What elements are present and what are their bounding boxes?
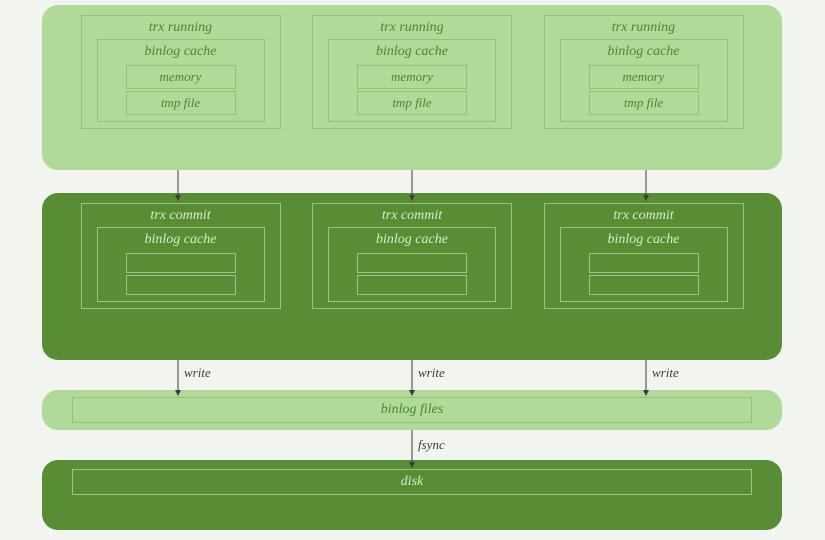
binlog-files-box: binlog files (72, 397, 752, 423)
write-label-2: write (418, 365, 445, 381)
trx-running-box: trx running binlog cache memory tmp file (312, 15, 512, 129)
binlog-cache-box: binlog cache memory tmp file (328, 39, 496, 122)
empty-slot (357, 253, 467, 273)
commit-band: trx commit binlog cache trx commit binlo… (42, 193, 782, 360)
fsync-label: fsync (418, 437, 445, 453)
tmpfile-box: tmp file (589, 91, 699, 115)
empty-slot (589, 275, 699, 295)
write-label-3: write (652, 365, 679, 381)
trx-commit-title: trx commit (613, 208, 673, 224)
commit-col-1: trx commit binlog cache (78, 203, 283, 350)
trx-running-title: trx running (380, 20, 443, 36)
running-row: trx running binlog cache memory tmp file… (42, 5, 782, 170)
empty-slot (589, 253, 699, 273)
binlog-cache-box: binlog cache (328, 227, 496, 302)
disk-band: disk (42, 460, 782, 530)
binlog-cache-box: binlog cache (560, 227, 728, 302)
trx-running-box: trx running binlog cache memory tmp file (544, 15, 744, 129)
disk-box: disk (72, 469, 752, 495)
write-label-1: write (184, 365, 211, 381)
binlog-cache-box: binlog cache (97, 227, 265, 302)
binlog-cache-label: binlog cache (376, 44, 448, 60)
commit-row: trx commit binlog cache trx commit binlo… (42, 193, 782, 360)
trx-commit-title: trx commit (382, 208, 442, 224)
binlog-cache-label: binlog cache (376, 232, 448, 248)
commit-col-3: trx commit binlog cache (541, 203, 746, 350)
running-col-2: trx running binlog cache memory tmp file (310, 15, 515, 160)
empty-slot (126, 253, 236, 273)
empty-slot (126, 275, 236, 295)
memory-box: memory (589, 65, 699, 89)
commit-col-2: trx commit binlog cache (310, 203, 515, 350)
trx-commit-box: trx commit binlog cache (81, 203, 281, 309)
trx-commit-box: trx commit binlog cache (312, 203, 512, 309)
trx-commit-box: trx commit binlog cache (544, 203, 744, 309)
running-band: trx running binlog cache memory tmp file… (42, 5, 782, 170)
binlog-cache-label: binlog cache (608, 232, 680, 248)
memory-box: memory (126, 65, 236, 89)
binlog-files-band: binlog files (42, 390, 782, 430)
trx-running-title: trx running (149, 20, 212, 36)
tmpfile-box: tmp file (126, 91, 236, 115)
memory-box: memory (357, 65, 467, 89)
trx-running-box: trx running binlog cache memory tmp file (81, 15, 281, 129)
running-col-1: trx running binlog cache memory tmp file (78, 15, 283, 160)
binlog-cache-label: binlog cache (145, 44, 217, 60)
trx-commit-title: trx commit (150, 208, 210, 224)
binlog-cache-label: binlog cache (608, 44, 680, 60)
binlog-cache-box: binlog cache memory tmp file (560, 39, 728, 122)
binlog-cache-label: binlog cache (145, 232, 217, 248)
binlog-cache-box: binlog cache memory tmp file (97, 39, 265, 122)
empty-slot (357, 275, 467, 295)
tmpfile-box: tmp file (357, 91, 467, 115)
trx-running-title: trx running (612, 20, 675, 36)
running-col-3: trx running binlog cache memory tmp file (541, 15, 746, 160)
